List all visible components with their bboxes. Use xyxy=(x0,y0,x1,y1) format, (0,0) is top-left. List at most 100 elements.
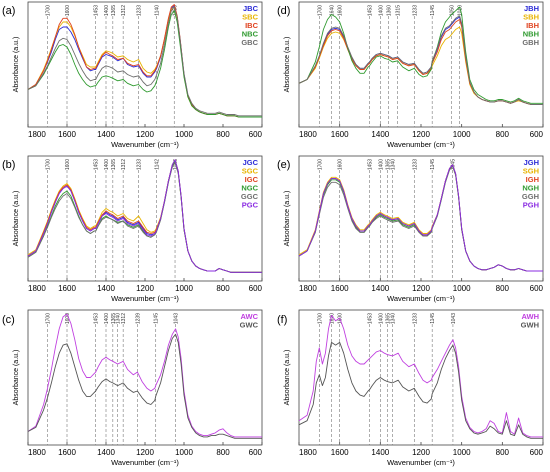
legend-entry: SGC xyxy=(242,167,259,176)
peak-label: 1400 xyxy=(378,159,384,170)
panel-f: (f) Absorbance (a.u.) 1800 1600 1400 1200 1000… xyxy=(277,309,544,467)
x-axis-label: Wavenumber (cm⁻¹) xyxy=(387,294,455,303)
peak-label: 1600 xyxy=(65,159,71,170)
legend-entry: GWH xyxy=(521,321,539,330)
x-tick-label: 1600 xyxy=(331,130,349,139)
series-line-pgh xyxy=(298,164,543,272)
x-tick-label: 1200 xyxy=(412,284,430,293)
legend-entry: IGH xyxy=(526,175,539,184)
panel-label: (b) xyxy=(2,159,15,171)
legend-entry: GBH xyxy=(522,38,539,47)
peak-label: 1140 xyxy=(155,5,161,16)
peak-label: 1312 xyxy=(121,313,127,324)
peak-label: 1365 xyxy=(385,313,391,324)
peak-label: 1145 xyxy=(154,313,160,324)
peak-label: 1700 xyxy=(317,5,323,16)
x-tick-label: 800 xyxy=(216,284,230,293)
x-tick-label: 1400 xyxy=(97,448,115,457)
legend-entry: NGH xyxy=(522,184,539,193)
panel-b: (b) Absorbance (a.u.) 1800 1600 1400 1200 1000… xyxy=(2,155,263,303)
peak-label: 1315 xyxy=(396,5,402,16)
peak-label: 1145 xyxy=(430,313,436,324)
x-tick-label: 1400 xyxy=(97,130,115,139)
peak-label: 1239 xyxy=(135,313,141,324)
legend-entry: GGC xyxy=(241,192,259,201)
legend-entry: GWC xyxy=(240,321,259,330)
x-tick-label: 600 xyxy=(530,448,544,457)
legend-entry: IBH xyxy=(526,21,539,30)
x-tick-label: 1200 xyxy=(412,448,430,457)
peak-label: 1233 xyxy=(137,5,143,16)
x-tick-label: 800 xyxy=(496,130,510,139)
peak-label: 1145 xyxy=(430,159,436,170)
x-tick-label: 1800 xyxy=(299,284,317,293)
x-tick-label: 1000 xyxy=(453,130,471,139)
legend-entry: JGH xyxy=(524,158,539,167)
y-axis-label: Absorbance (a.u.) xyxy=(13,191,20,247)
legend-entry: GGH xyxy=(522,192,539,201)
x-tick-label: 1200 xyxy=(136,130,154,139)
peak-label: 1700 xyxy=(46,159,52,170)
panel-d: (d) Absorbance (a.u.) 1800 1600 1400 1200 1000… xyxy=(277,1,544,149)
legend-entry: PGH xyxy=(523,201,539,210)
peak-label: 1453 xyxy=(368,159,374,170)
legend-entry: JGC xyxy=(243,158,259,167)
x-tick-label: 1800 xyxy=(299,448,317,457)
plot-frame xyxy=(298,1,544,128)
peak-label: 1233 xyxy=(412,5,418,16)
x-axis-label: Wavenumber (cm⁻¹) xyxy=(111,458,179,467)
legend-entry: PGC xyxy=(242,201,259,210)
legend-entry: NBC xyxy=(242,30,259,39)
series-line-gbh xyxy=(298,15,543,105)
peak-label: 1700 xyxy=(46,313,52,324)
peak-label: 1640 xyxy=(330,313,336,324)
x-axis-label: Wavenumber (cm⁻¹) xyxy=(387,458,455,467)
series-line-ggc xyxy=(27,161,262,273)
series-line-jgc xyxy=(27,159,262,273)
x-tick-label: 1600 xyxy=(58,130,76,139)
series-line-nbh xyxy=(298,6,543,104)
peak-label: 1600 xyxy=(338,5,344,16)
peak-label: 1043 xyxy=(174,313,180,324)
series-line-sbh xyxy=(298,26,543,105)
peak-label: 1400 xyxy=(104,5,110,16)
series-line-awh xyxy=(298,314,543,438)
peak-label: 1400 xyxy=(378,5,384,16)
x-tick-label: 600 xyxy=(249,130,263,139)
x-tick-label: 1800 xyxy=(28,130,46,139)
peak-label: 1453 xyxy=(368,313,374,324)
peak-label: 1360 xyxy=(386,5,392,16)
peak-label: 1045 xyxy=(451,159,457,170)
x-tick-label: 800 xyxy=(496,284,510,293)
y-axis-label: Absorbance (a.u.) xyxy=(284,350,291,406)
peak-label: 1400 xyxy=(104,159,110,170)
x-tick-label: 1800 xyxy=(299,130,317,139)
y-axis-label: Absorbance (a.u.) xyxy=(13,350,20,406)
panel-label: (c) xyxy=(2,314,15,326)
peak-label: 1340 xyxy=(116,313,122,324)
x-tick-label: 1600 xyxy=(58,448,76,457)
peak-label: 1233 xyxy=(412,313,418,324)
peak-label: 1600 xyxy=(65,313,71,324)
series-line-gbc xyxy=(27,6,262,117)
peak-label: 1700 xyxy=(317,159,323,170)
x-tick-label: 1000 xyxy=(175,130,193,139)
x-tick-label: 1000 xyxy=(175,284,193,293)
peak-label: 1050 xyxy=(450,5,456,16)
x-tick-label: 1400 xyxy=(97,284,115,293)
peak-label: 1600 xyxy=(65,5,71,16)
series-line-igc xyxy=(27,159,262,273)
peak-label: 1400 xyxy=(378,313,384,324)
peak-label: 1365 xyxy=(111,159,117,170)
plot-frame xyxy=(298,155,544,282)
peak-label: 1145 xyxy=(430,5,436,16)
series-line-gwc xyxy=(27,333,262,439)
x-tick-label: 800 xyxy=(216,130,230,139)
y-axis-label: Absorbance (a.u.) xyxy=(284,37,291,93)
legend-entry: IBC xyxy=(245,21,259,30)
x-tick-label: 600 xyxy=(249,284,263,293)
peak-label: 1233 xyxy=(137,159,143,170)
panel-label: (e) xyxy=(277,159,290,171)
